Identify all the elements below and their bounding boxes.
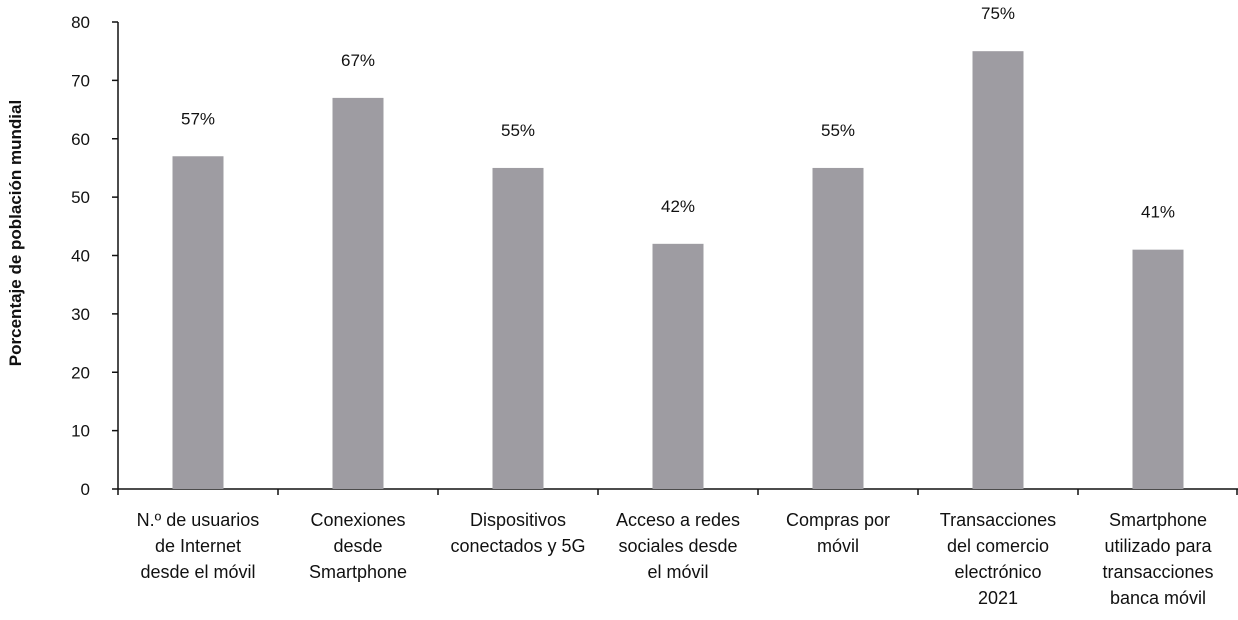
y-axis-title: Porcentaje de población mundial [6,100,25,366]
category-label-line: Conexiones [310,510,405,530]
y-tick-label: 60 [71,130,90,149]
y-tick-label: 80 [71,13,90,32]
x-axis [117,488,1238,495]
data-label: 75% [981,4,1015,23]
category-label-line: del comercio [947,536,1049,556]
category-label-line: transacciones [1102,562,1213,582]
bar [972,51,1024,489]
data-labels-group: 57% 67% 55% 42% 55% 75% 41% [181,4,1175,221]
y-tick-label: 10 [71,422,90,441]
y-tick-label: 30 [71,305,90,324]
category-label: Smartphone utilizado para transacciones ban… [1102,510,1213,608]
category-label: N.º de usuarios de Internet desde el móvil [137,510,260,582]
category-label: Compras por móvil [786,510,890,556]
category-label-line: conectados y 5G [450,536,585,556]
y-tick-label: 70 [71,71,90,90]
category-label-line: de Internet [155,536,241,556]
category-label-line: Smartphone [309,562,407,582]
y-tick-label: 50 [71,188,90,207]
category-label-line: Compras por [786,510,890,530]
bars-group [172,51,1184,489]
category-label-line: sociales desde [618,536,737,556]
category-label: Dispositivos conectados y 5G [450,510,585,556]
category-label-line: Smartphone [1109,510,1207,530]
category-label-line: móvil [817,536,859,556]
category-label-line: el móvil [647,562,708,582]
y-tick-label: 20 [71,363,90,382]
y-tick-label: 40 [71,247,90,266]
category-label-line: electrónico [954,562,1041,582]
y-axis: 0 10 20 30 40 50 60 70 80 [71,13,119,499]
category-label-line: desde [333,536,382,556]
data-label: 42% [661,197,695,216]
category-label-line: N.º de usuarios [137,510,260,530]
category-label-line: Acceso a redes [616,510,740,530]
data-label: 55% [821,121,855,140]
data-label: 57% [181,109,215,128]
bar [172,156,224,489]
data-label: 55% [501,121,535,140]
bar [1132,249,1184,489]
bar [652,243,704,489]
category-label-line: Transacciones [940,510,1056,530]
category-label: Acceso a redes sociales desde el móvil [616,510,740,582]
category-labels-group: N.º de usuarios de Internet desde el móvil… [137,510,1214,608]
bar [332,97,384,489]
y-tick-label: 0 [81,480,90,499]
category-label: Transacciones del comercio electrónico 2021 [940,510,1056,608]
bar [812,167,864,489]
category-label-line: desde el móvil [140,562,255,582]
data-label: 41% [1141,203,1175,222]
category-label-line: Dispositivos [470,510,566,530]
category-label-line: utilizado para [1104,536,1212,556]
category-label-line: 2021 [978,588,1018,608]
bar [492,167,544,489]
category-label: Conexiones desde Smartphone [309,510,407,582]
category-label-line: banca móvil [1110,588,1206,608]
data-label: 67% [341,51,375,70]
